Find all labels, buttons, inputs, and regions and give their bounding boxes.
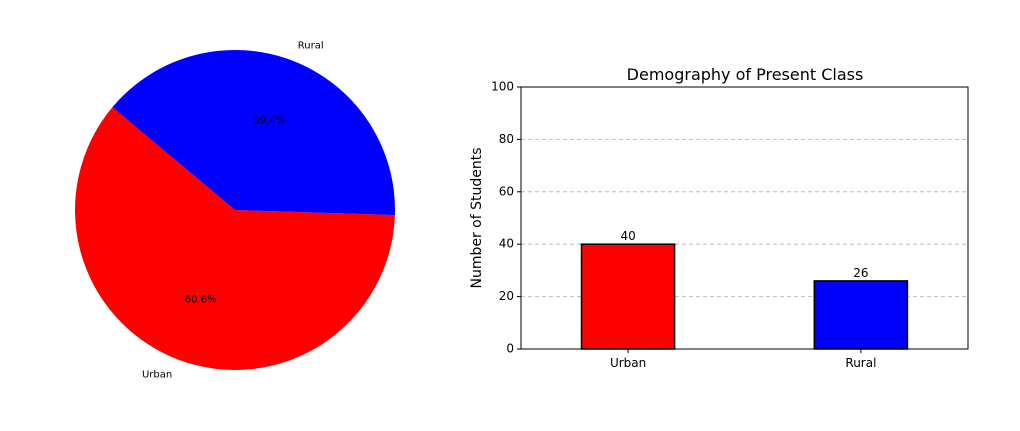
bar-y-axis-ticks: 0 20 40 60 80 100	[491, 80, 521, 356]
bar-value-label-urban: 40	[620, 229, 635, 243]
y-tick-label-40: 40	[499, 237, 514, 251]
y-tick-label-80: 80	[499, 132, 514, 146]
pie-labels: Urban 60.6% Rural 39.4%	[142, 41, 324, 381]
pie-label-urban: Urban	[142, 369, 172, 380]
pie-label-rural: Rural	[298, 41, 324, 52]
x-tick-label-rural: Rural	[845, 356, 876, 370]
bar-plot-frame	[520, 86, 969, 350]
bar-chart: Demography of Present Class 0 20 40 60 80 100…	[469, 65, 969, 370]
y-tick-label-0: 0	[506, 342, 514, 356]
bar-value-label-rural: 26	[853, 266, 868, 280]
y-tick-label-20: 20	[499, 289, 514, 303]
bar-x-axis-ticks: Urban Rural	[610, 349, 876, 370]
pie-slices	[75, 49, 396, 370]
pie-percent-urban: 60.6%	[185, 295, 217, 306]
pie-slice-rural	[112, 49, 396, 216]
bar-bars	[580, 243, 909, 350]
x-tick-label-urban: Urban	[610, 356, 646, 370]
bar-rural	[813, 280, 909, 350]
bar-y-axis-label: Number of Students	[469, 147, 485, 288]
bar-value-labels: 40 26	[620, 229, 868, 280]
pie-slice-urban	[75, 107, 395, 370]
pie-chart: Urban 60.6% Rural 39.4%	[75, 41, 396, 381]
y-tick-label-100: 100	[491, 80, 514, 94]
pie-percent-rural: 39.4%	[253, 115, 285, 126]
bar-urban	[580, 243, 676, 350]
y-tick-label-60: 60	[499, 184, 514, 198]
bar-chart-title: Demography of Present Class	[627, 65, 864, 84]
